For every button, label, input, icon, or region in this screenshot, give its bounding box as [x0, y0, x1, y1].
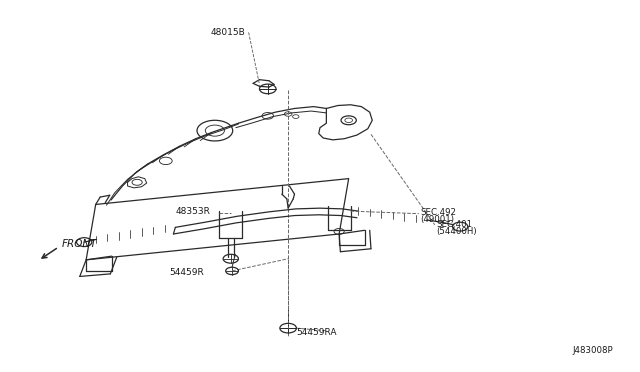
Text: SEC.492: SEC.492: [420, 208, 457, 218]
Text: 54459RA: 54459RA: [296, 328, 337, 337]
Text: SEC.401: SEC.401: [436, 219, 473, 228]
Text: 48015B: 48015B: [211, 28, 246, 37]
Text: J483008P: J483008P: [573, 346, 613, 355]
Text: (49001): (49001): [420, 215, 454, 224]
Text: 48353R: 48353R: [175, 207, 211, 217]
Text: 54459R: 54459R: [169, 267, 204, 276]
Text: FRONT: FRONT: [62, 239, 97, 249]
Text: (54400H): (54400H): [436, 227, 477, 235]
